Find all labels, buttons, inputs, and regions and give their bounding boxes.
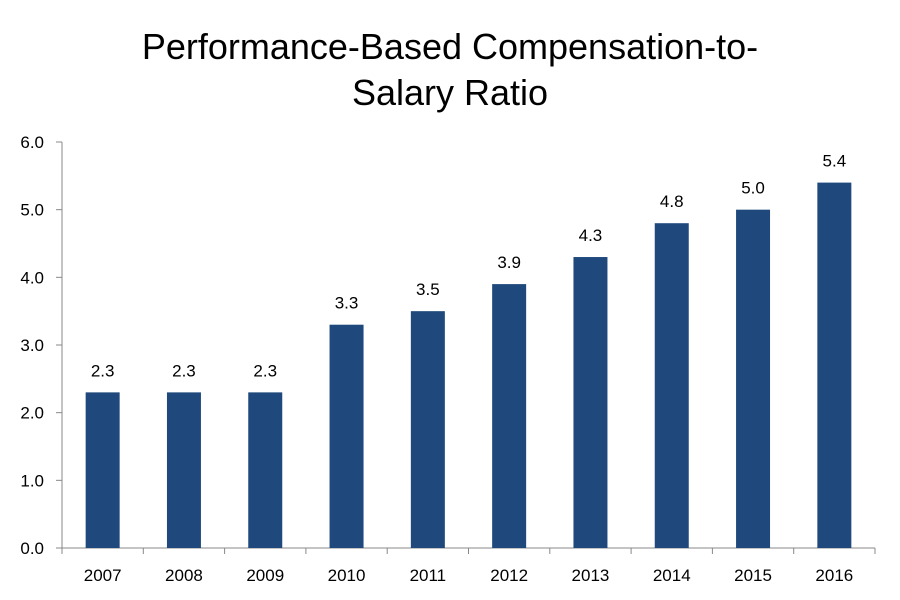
y-tick-label: 4.0 (20, 268, 44, 287)
x-tick-label: 2011 (410, 566, 447, 585)
x-tick-label: 2013 (572, 566, 610, 585)
data-labels: 2.3 2.3 2.3 3.3 3.5 3.9 4.3 4.8 5.0 5.4 (91, 152, 846, 381)
data-label-2011: 3.5 (416, 280, 440, 299)
bar-2013 (573, 257, 608, 548)
data-label-2008: 2.3 (172, 361, 196, 380)
bars (85, 182, 852, 548)
data-label-2009: 2.3 (253, 361, 277, 380)
bar-2011 (410, 311, 445, 548)
y-tick-label: 6.0 (20, 133, 44, 152)
data-label-2015: 5.0 (741, 179, 765, 198)
data-label-2016: 5.4 (823, 152, 847, 171)
y-tick-label: 1.0 (20, 471, 44, 490)
y-tick-label: 0.0 (20, 539, 44, 558)
y-axis: 0.0 1.0 2.0 3.0 4.0 5.0 6.0 (20, 133, 63, 558)
x-tick-label: 2016 (815, 566, 853, 585)
chart-title-line-2: Salary Ratio (351, 72, 549, 113)
data-label-2007: 2.3 (91, 361, 115, 380)
x-tick-label: 2008 (165, 566, 203, 585)
x-tick-label: 2010 (328, 566, 366, 585)
bar-2012 (492, 284, 527, 548)
x-tick-label: 2007 (84, 566, 122, 585)
x-tick-label: 2015 (734, 566, 772, 585)
bar-2010 (329, 324, 364, 548)
bar-2007 (85, 392, 120, 548)
bar-2015 (736, 209, 771, 548)
x-tick-label: 2014 (653, 566, 691, 585)
data-label-2010: 3.3 (335, 294, 359, 313)
chart-title-line-1: Performance-Based Compensation-to- (141, 26, 759, 67)
x-tick-label: 2009 (246, 566, 284, 585)
bar-2009 (248, 392, 283, 548)
bar-2008 (166, 392, 201, 548)
y-tick-label: 5.0 (20, 201, 44, 220)
y-tick-label: 2.0 (20, 404, 44, 423)
chart-title: Performance-Based Compensation-to- Salar… (0, 24, 900, 116)
data-label-2014: 4.8 (660, 192, 684, 211)
x-axis: 2007 2008 2009 2010 2011 2012 2013 2014 2015 2016 (61, 547, 876, 585)
data-label-2012: 3.9 (497, 253, 521, 272)
bar-2016 (817, 182, 852, 548)
x-tick-label: 2012 (490, 566, 528, 585)
data-label-2013: 4.3 (579, 226, 603, 245)
y-tick-label: 3.0 (20, 336, 44, 355)
bar-2014 (654, 223, 689, 548)
